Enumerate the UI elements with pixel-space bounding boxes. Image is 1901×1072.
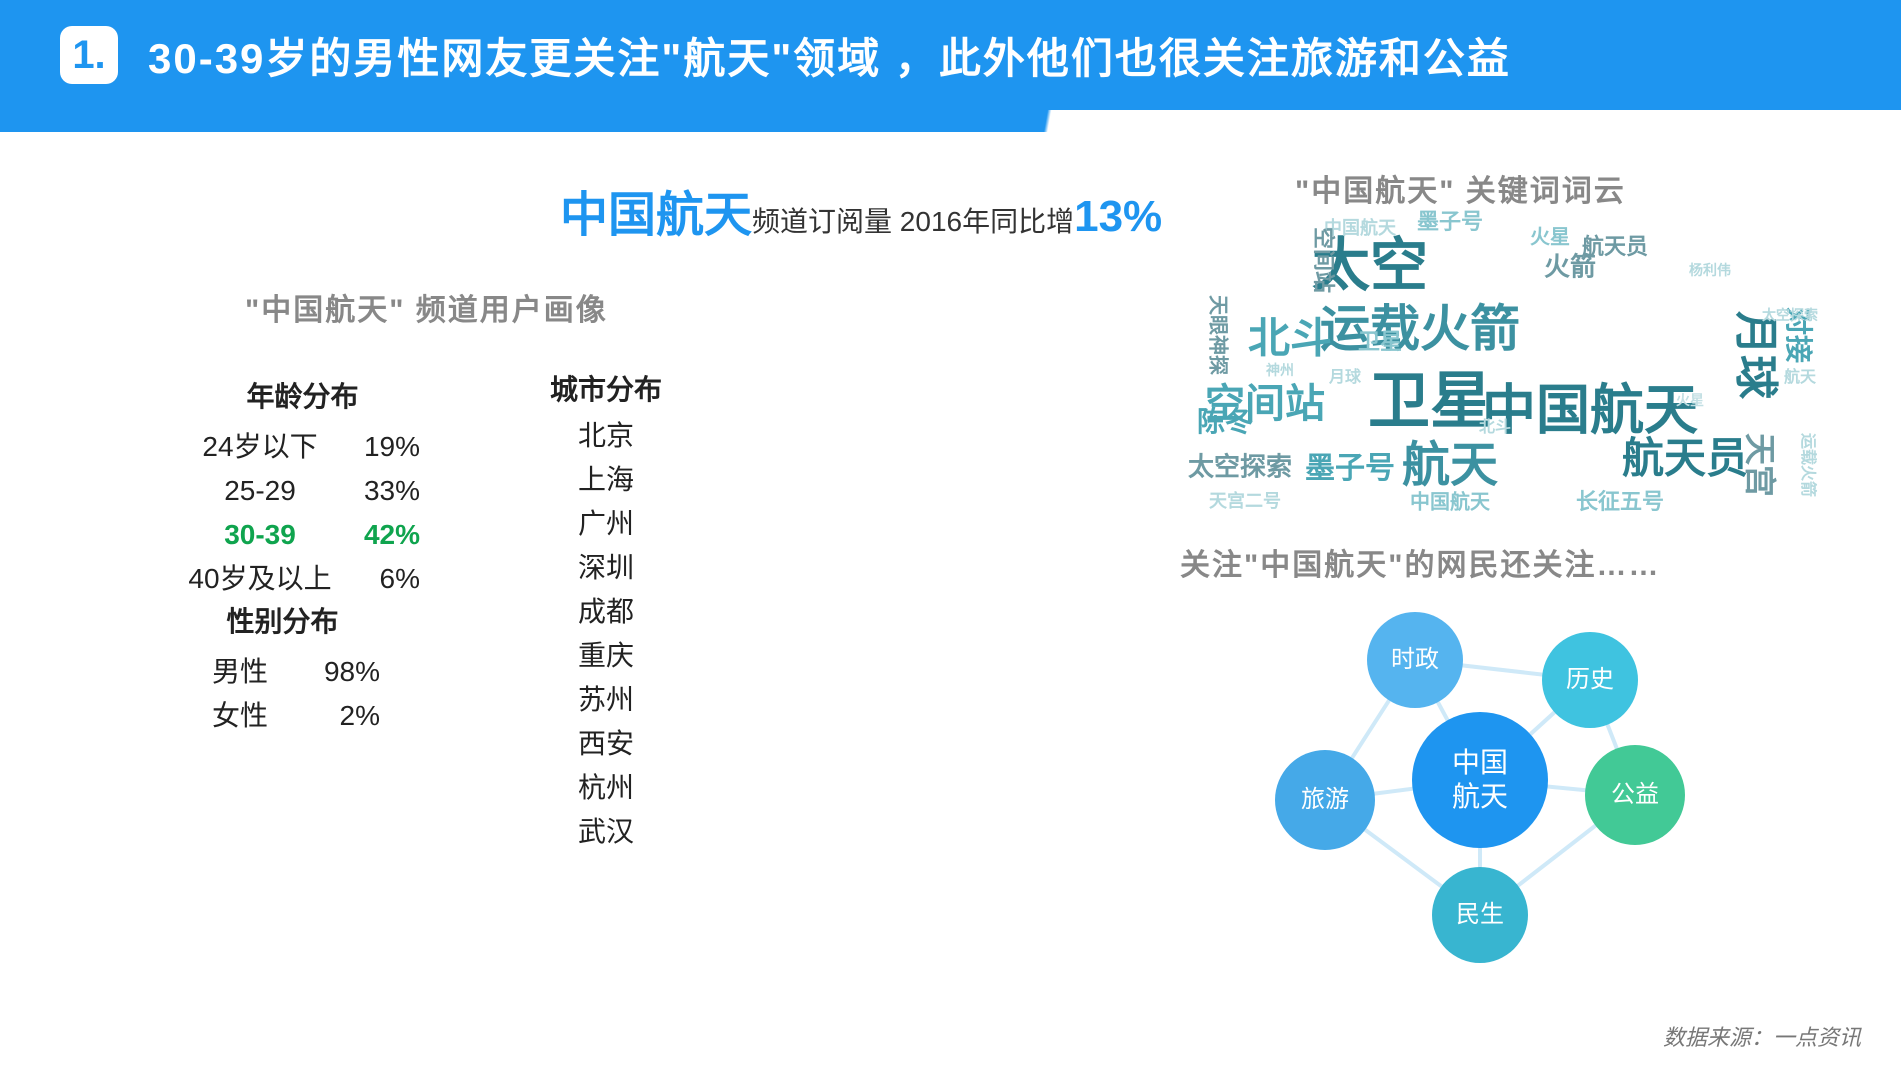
related-network: 中国航天时政历史旅游 公益民生 (1220, 580, 1740, 980)
age-row-value: 33% (335, 469, 420, 513)
city-item: 西安 (550, 722, 662, 766)
gender-row-value: 98% (295, 650, 380, 694)
city-distribution-block: 城市分布 北京上海广州深圳成都重庆苏州西安杭州武汉 (550, 368, 662, 854)
wordcloud-word: 杨利伟 (1689, 260, 1731, 280)
network-node: 旅游 (1275, 750, 1375, 850)
wordcloud-word: 火星 (1530, 221, 1570, 250)
wordcloud-word: 航天员 (1582, 229, 1648, 261)
network-node: 时政 (1367, 612, 1463, 708)
wordcloud-word: 空间站 (1309, 227, 1341, 293)
age-distribution-block: 年龄分布 24岁以下19%25-2933%30-3942%40岁及以上6% (185, 375, 420, 601)
city-item: 武汉 (550, 810, 662, 854)
wordcloud-word: 墨子号 (1417, 204, 1483, 236)
age-row: 25-2933% (185, 469, 420, 513)
wordcloud: 太空运载火箭卫星中国航天航天员航天空间站北斗月球火箭火星航天员墨子号卫星天宫对接… (1150, 205, 1850, 525)
wordcloud-word: 运载火箭 (1798, 433, 1822, 497)
city-item: 杭州 (550, 766, 662, 810)
age-row-value: 42% (335, 513, 420, 557)
wordcloud-word: 太空探索 (1762, 305, 1818, 325)
city-title: 城市分布 (550, 368, 662, 408)
gender-row: 男性98% (185, 650, 380, 694)
wordcloud-word: 北斗 (1479, 413, 1511, 437)
age-row: 40岁及以上6% (185, 557, 420, 601)
gender-row-label: 男性 (185, 650, 295, 694)
headline: 中国航天频道订阅量 2016年同比增13% (560, 175, 1162, 245)
city-item: 深圳 (550, 546, 662, 590)
age-row-label: 24岁以下 (185, 425, 335, 469)
header-number-badge: 1. (60, 26, 118, 84)
headline-prefix: 中国航天 (560, 189, 752, 242)
profile-section-title: "中国航天" 频道用户画像 (245, 285, 608, 329)
header-accent-wedge (0, 110, 1901, 132)
city-item: 苏州 (550, 678, 662, 722)
age-row: 24岁以下19% (185, 425, 420, 469)
wordcloud-word: 墨子号 (1305, 443, 1395, 487)
network-node: 中国航天 (1412, 712, 1548, 848)
city-item: 北京 (550, 414, 662, 458)
wordcloud-word: 火星 (1676, 390, 1704, 410)
age-row-value: 6% (335, 557, 420, 601)
gender-title: 性别分布 (185, 600, 380, 640)
city-item: 广州 (550, 502, 662, 546)
gender-row: 女性2% (185, 694, 380, 738)
wordcloud-word: 中国航天 (1410, 486, 1490, 515)
header-number: 1. (72, 33, 105, 78)
gender-row-value: 2% (295, 694, 380, 738)
header-bar: 1. 30-39岁的男性网友更关注"航天"领域 ，此外他们也很关注旅游和公益 (0, 0, 1901, 110)
wordcloud-word: 北斗 (1248, 305, 1332, 366)
wordcloud-word: 太空探索 (1188, 447, 1292, 484)
wordcloud-word: 神州 (1266, 360, 1294, 380)
age-title: 年龄分布 (185, 375, 420, 415)
wordcloud-word: 长征五号 (1576, 484, 1664, 516)
network-node: 历史 (1542, 632, 1638, 728)
wordcloud-word: 天宫 (1739, 433, 1785, 497)
city-item: 重庆 (550, 634, 662, 678)
age-row: 30-3942% (185, 513, 420, 557)
wordcloud-word: 天眼神探 (1206, 295, 1235, 375)
city-list: 北京上海广州深圳成都重庆苏州西安杭州武汉 (550, 414, 662, 854)
wordcloud-word: 陈冬 (1197, 400, 1253, 440)
wordcloud-word: 航天员 (1622, 425, 1748, 486)
headline-percent: 13% (1074, 192, 1162, 241)
gender-row-label: 女性 (185, 694, 295, 738)
age-row-label: 40岁及以上 (185, 557, 335, 601)
age-row-label: 25-29 (185, 469, 335, 513)
header-title: 30-39岁的男性网友更关注"航天"领域 ，此外他们也很关注旅游和公益 (148, 25, 1511, 86)
content-area: 中国航天频道订阅量 2016年同比增13% "中国航天" 频道用户画像 年龄分布… (0, 150, 1901, 1072)
wordcloud-word: 卫星 (1358, 324, 1402, 356)
wordcloud-word: 天宫二号 (1209, 487, 1281, 513)
data-source: 数据来源：一点资讯 (1663, 1020, 1861, 1052)
age-row-label: 30-39 (185, 513, 335, 557)
city-item: 成都 (550, 590, 662, 634)
network-node: 民生 (1432, 867, 1528, 963)
wordcloud-word: 航天 (1784, 363, 1816, 387)
related-title: 关注"中国航天"的网民还关注…… (1180, 540, 1660, 584)
age-row-value: 19% (335, 425, 420, 469)
network-node: 公益 (1585, 745, 1685, 845)
headline-mid: 频道订阅量 2016年同比增 (752, 206, 1074, 237)
wordcloud-word: 月球 (1329, 363, 1361, 387)
city-item: 上海 (550, 458, 662, 502)
gender-distribution-block: 性别分布 男性98%女性2% (185, 600, 380, 738)
